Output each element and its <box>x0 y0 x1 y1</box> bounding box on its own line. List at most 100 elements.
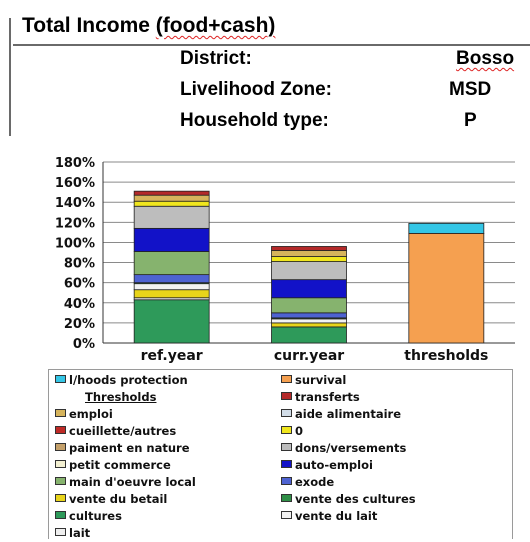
bar-segment <box>133 205 210 229</box>
bar-segment <box>133 299 210 344</box>
bar-segment <box>271 312 347 319</box>
header-divider <box>13 44 530 46</box>
livelihood-zone-value: MSD <box>449 79 492 100</box>
legend-label: vente des cultures <box>295 492 416 506</box>
y-tick-label: 120% <box>55 216 95 231</box>
livelihood-zone-label: Livelihood Zone: <box>180 79 332 100</box>
legend-item: main d'oeuvre local <box>55 474 196 491</box>
legend-item: lait <box>55 525 90 542</box>
bar-segment <box>271 250 347 257</box>
legend-label: 0 <box>295 424 304 438</box>
bar-segment <box>271 261 347 281</box>
x-tick-label: curr.year <box>274 348 344 364</box>
bar-segment <box>133 251 210 276</box>
legend-item: transferts <box>281 389 360 406</box>
legend-item: auto-emploi <box>281 457 373 474</box>
legend-label: survival <box>295 373 347 387</box>
legend-swatch <box>281 511 292 519</box>
legend-item: cultures <box>55 508 122 525</box>
y-tick-label: 40% <box>64 297 95 312</box>
legend-swatch <box>281 477 292 485</box>
y-tick-label: 20% <box>64 317 95 332</box>
legend-item: emploi <box>55 406 113 423</box>
y-tick-label: 100% <box>55 236 95 251</box>
bar-segment <box>133 194 210 202</box>
legend-label: main d'oeuvre local <box>69 475 196 489</box>
legend-label: l/hoods protection <box>69 373 188 387</box>
y-tick-label: 180% <box>55 156 95 171</box>
household-type-label: Household type: <box>180 110 329 131</box>
legend-item: l/hoods protection <box>55 372 188 389</box>
district-value: Bosso <box>456 48 515 69</box>
legend-label: emploi <box>69 407 113 421</box>
legend-label: petit commerce <box>69 458 171 472</box>
bar-segment <box>271 322 347 328</box>
legend-swatch <box>55 375 66 383</box>
legend-label: vente du lait <box>295 509 378 523</box>
legend-swatch <box>281 494 292 502</box>
legend-item: vente du lait <box>281 508 377 525</box>
bar-segment <box>133 200 210 207</box>
legend-item: vente des cultures <box>281 491 416 508</box>
legend-item: exode <box>281 474 334 491</box>
legend-label: aide alimentaire <box>295 407 402 421</box>
legend-item: dons/versements <box>281 440 406 457</box>
legend-swatch <box>55 528 66 536</box>
legend-label: transferts <box>295 390 360 404</box>
bar-segment <box>133 289 210 299</box>
y-tick-label: 140% <box>55 196 95 211</box>
bar-segment <box>271 297 347 314</box>
legend-item: 0 <box>281 423 303 440</box>
legend-swatch <box>281 409 292 417</box>
y-tick-label: 0% <box>73 337 95 352</box>
bar-segment <box>408 222 485 234</box>
x-tick-label: thresholds <box>404 348 488 364</box>
legend-swatch <box>281 443 292 451</box>
y-tick-label: 80% <box>64 257 95 272</box>
legend-label: lait <box>69 526 91 540</box>
legend-swatch <box>55 460 66 468</box>
legend-item: vente du betail <box>55 491 167 508</box>
legend-item: petit commerce <box>55 457 171 474</box>
bar-segment <box>271 279 347 299</box>
legend-swatch <box>281 426 292 434</box>
bar-segment <box>271 256 347 262</box>
legend-label: paiment en nature <box>69 441 190 455</box>
bar-segment <box>408 232 485 344</box>
bar-segment <box>133 190 210 196</box>
x-tick-label: ref.year <box>141 348 203 364</box>
header-left-rule <box>9 18 11 136</box>
y-tick-label: 60% <box>64 277 95 292</box>
legend-item: cueillette/autres <box>55 423 176 440</box>
legend-label: auto-emploi <box>295 458 373 472</box>
legend-item: survival <box>281 372 346 389</box>
district-label: District: <box>180 48 252 69</box>
legend-header: Thresholds <box>85 390 157 404</box>
legend-swatch <box>55 511 66 519</box>
legend-swatch <box>55 443 66 451</box>
legend-label: cueillette/autres <box>69 424 177 438</box>
legend-swatch <box>55 426 66 434</box>
bar-segment <box>271 246 347 251</box>
legend-swatch <box>55 409 66 417</box>
chart-legend: l/hoods protection survival Thresholds tran… <box>48 369 513 542</box>
legend-swatch <box>55 494 66 502</box>
legend-label: dons/versements <box>295 441 407 455</box>
legend-item: paiment en nature <box>55 440 190 457</box>
legend-swatch <box>281 460 292 468</box>
legend-swatch <box>55 477 66 485</box>
bar-segment <box>133 227 210 252</box>
chart-title: Total Income (food+cash) <box>22 14 276 37</box>
legend-label: exode <box>295 475 335 489</box>
bar-segment <box>133 283 210 291</box>
legend-swatch <box>281 392 292 400</box>
bar-segment <box>271 318 347 324</box>
y-tick-label: 160% <box>55 176 95 191</box>
legend-item: aide alimentaire <box>281 406 401 423</box>
bar-segment <box>271 326 347 344</box>
legend-label: vente du betail <box>69 492 168 506</box>
household-type-value: P <box>464 110 477 131</box>
legend-swatch <box>281 375 292 383</box>
bar-segment <box>133 274 210 284</box>
